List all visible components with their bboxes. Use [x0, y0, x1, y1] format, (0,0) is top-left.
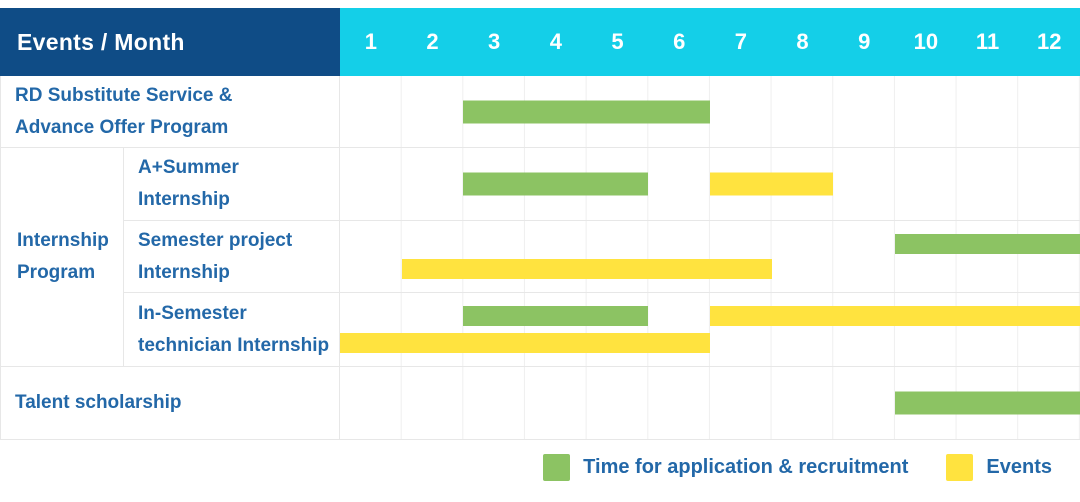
group-label-internship-program: Internship Program: [0, 148, 124, 366]
legend-item-application-recruitment: Time for application & recruitment: [543, 453, 909, 481]
month-tick-5: 5: [611, 29, 624, 54]
gantt-bar-green: [463, 306, 649, 327]
row-label-rd-substitute: RD Substitute Service & Advance Offer Pr…: [0, 76, 340, 147]
month-tick-7: 7: [734, 29, 747, 54]
gantt-bar-yellow: [710, 172, 834, 196]
gantt-bar-green: [463, 100, 710, 123]
gantt-bar-yellow: [710, 306, 1080, 327]
gantt-bar-green: [463, 172, 649, 196]
month-tick-4: 4: [549, 29, 562, 54]
table-row: Semester project Internship: [124, 220, 1080, 294]
month-axis: 1 2 3 4 5 6 7 8 9 10 11 12: [340, 8, 1080, 76]
row-label-line: Internship: [138, 261, 230, 283]
row-label-line: Semester project: [138, 229, 293, 251]
group-label-line: Internship: [17, 230, 109, 251]
yellow-swatch-icon: [946, 453, 974, 481]
green-swatch-icon: [543, 453, 571, 481]
internship-subrows: A+Summer Internship Semester project Int…: [124, 148, 1080, 366]
month-tick-3: 3: [488, 29, 501, 54]
timeline-cell: [340, 293, 1080, 366]
row-label-line: Internship: [138, 188, 230, 210]
legend-item-events: Events: [946, 453, 1052, 481]
table-row: RD Substitute Service & Advance Offer Pr…: [0, 76, 1080, 148]
row-label-line: A+Summer: [138, 156, 239, 178]
table-row: In-Semester technician Internship: [124, 293, 1080, 366]
legend-label: Time for application & recruitment: [583, 455, 909, 478]
row-label-talent-scholarship: Talent scholarship: [0, 367, 340, 439]
internship-program-group: Internship Program A+Summer Internship S…: [0, 148, 1080, 367]
row-label-line: technician Internship: [138, 334, 330, 356]
month-tick-10: 10: [913, 29, 939, 54]
table-header-row: Events / Month 1 2 3 4 5 6 7 8 9 10 11 1…: [0, 8, 1080, 76]
month-tick-1: 1: [364, 29, 377, 54]
row-label-line: In-Semester: [138, 302, 247, 324]
month-tick-11: 11: [975, 29, 1000, 54]
gantt-bar-yellow: [340, 333, 710, 353]
row-label-line: Advance Offer Program: [15, 116, 229, 138]
legend: Time for application & recruitment Event…: [0, 440, 1080, 494]
gantt-table: Events / Month 1 2 3 4 5 6 7 8 9 10 11 1…: [0, 8, 1080, 440]
timeline-cell: [340, 367, 1080, 439]
row-label-line: Talent scholarship: [15, 392, 182, 413]
row-label-semester-project: Semester project Internship: [124, 220, 340, 293]
gantt-bar-green: [895, 233, 1080, 254]
month-tick-6: 6: [673, 29, 686, 54]
table-row: Talent scholarship: [0, 367, 1080, 440]
month-tick-8: 8: [796, 29, 809, 54]
month-tick-12: 12: [1036, 29, 1062, 54]
group-label-line: Program: [17, 262, 96, 283]
row-label-a-plus-summer: A+Summer Internship: [124, 148, 340, 220]
month-tick-2: 2: [426, 29, 439, 54]
timeline-cell: [340, 220, 1080, 293]
timeline-cell: [340, 148, 1080, 220]
legend-label: Events: [986, 455, 1052, 478]
row-label-in-semester-technician: In-Semester technician Internship: [124, 293, 340, 366]
gantt-bar-yellow: [401, 259, 772, 280]
timeline-cell: [340, 76, 1080, 147]
events-month-header: Events / Month: [0, 8, 340, 76]
month-tick-9: 9: [858, 29, 871, 54]
table-row: A+Summer Internship: [124, 148, 1080, 221]
gantt-bar-green: [895, 391, 1080, 415]
row-label-line: RD Substitute Service &: [15, 84, 233, 106]
